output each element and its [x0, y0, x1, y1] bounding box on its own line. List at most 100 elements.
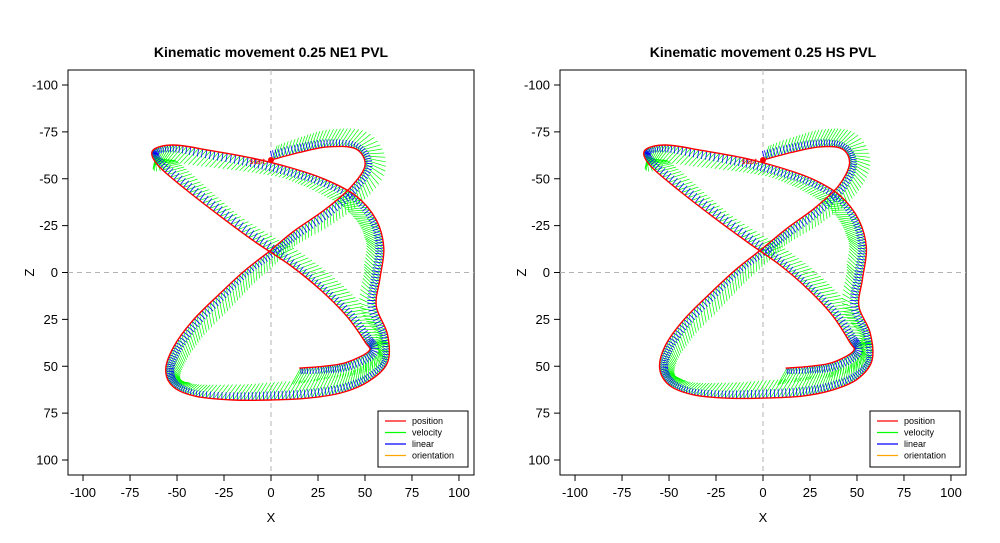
linear-vector	[752, 255, 758, 262]
velocity-vector	[297, 379, 309, 400]
linear-vector	[152, 154, 160, 159]
linear-vector	[196, 148, 200, 157]
velocity-vector	[361, 285, 377, 299]
velocity-vector	[666, 343, 677, 363]
velocity-vector	[712, 290, 718, 312]
linear-vector	[865, 343, 873, 346]
velocity-vector	[195, 384, 208, 397]
velocity-vector	[778, 378, 790, 398]
linear-vector	[779, 259, 785, 266]
linear-vector	[213, 151, 216, 160]
linear-vector	[333, 184, 338, 192]
velocity-vector	[848, 248, 866, 264]
linear-vector	[363, 169, 372, 174]
velocity-vector	[342, 194, 347, 215]
linear-vector	[645, 155, 653, 161]
linear-vector	[357, 144, 362, 151]
velocity-vector	[833, 369, 840, 390]
velocity-vector	[350, 318, 373, 322]
velocity-vector	[350, 369, 357, 390]
velocity-vector	[770, 379, 783, 399]
velocity-vector	[744, 262, 747, 282]
velocity-vector	[781, 138, 788, 155]
velocity-vector	[209, 152, 224, 168]
linear-vector	[166, 361, 176, 365]
velocity-vector	[824, 199, 828, 220]
linear-vector	[313, 279, 319, 285]
y-tick-label: 0	[51, 265, 58, 280]
velocity-vector	[668, 176, 687, 183]
velocity-vector	[788, 265, 809, 273]
velocity-vector	[842, 307, 861, 312]
velocity-vector	[303, 367, 314, 383]
linear-vector	[722, 216, 729, 225]
linear-vector	[298, 227, 305, 235]
velocity-vector	[688, 382, 701, 394]
linear-vector	[685, 386, 689, 394]
velocity-vector	[329, 189, 348, 199]
velocity-vector	[251, 382, 264, 401]
linear-vector	[851, 352, 859, 360]
linear-vector	[194, 318, 201, 325]
velocity-vector	[295, 367, 306, 385]
linear-vector	[220, 292, 227, 299]
velocity-vector	[710, 293, 715, 315]
velocity-vector	[741, 264, 745, 284]
linear-vector	[205, 198, 213, 206]
linear-vector	[336, 384, 340, 394]
velocity-vector	[802, 181, 819, 192]
velocity-vector	[793, 134, 801, 152]
velocity-vector	[360, 307, 378, 313]
velocity-vector	[846, 172, 860, 191]
linear-vector	[370, 370, 376, 377]
linear-vector	[848, 211, 855, 217]
legend-label-position: position	[904, 416, 935, 426]
linear-vector	[844, 145, 850, 152]
linear-vector	[853, 313, 862, 319]
linear-vector	[189, 388, 193, 396]
velocity-vector	[326, 187, 344, 198]
linear-vector	[244, 270, 249, 276]
linear-vector	[276, 249, 282, 257]
velocity-vector	[233, 384, 245, 401]
velocity-vector	[768, 167, 781, 178]
linear-vector	[647, 147, 652, 154]
velocity-vector	[700, 382, 713, 397]
linear-vector	[371, 273, 381, 276]
velocity-vector	[265, 253, 268, 272]
linear-vector	[747, 259, 752, 266]
linear-vector	[293, 231, 300, 239]
linear-vector	[166, 363, 176, 367]
linear-vector	[744, 261, 749, 268]
velocity-vector	[192, 384, 205, 396]
linear-vector	[174, 382, 180, 389]
linear-vector	[688, 313, 696, 321]
velocity-vector	[758, 379, 771, 399]
x-tick-label: -25	[707, 485, 726, 500]
velocity-vector	[791, 175, 807, 186]
linear-vector	[864, 361, 871, 366]
linear-vector	[157, 160, 165, 166]
linear-vector	[749, 257, 755, 264]
linear-vector	[862, 332, 871, 335]
velocity-vector	[273, 245, 291, 255]
linear-vector	[807, 284, 813, 290]
linear-vector	[370, 222, 378, 227]
velocity-vector	[789, 377, 802, 398]
linear-vector	[654, 145, 657, 153]
velocity-vector	[363, 263, 381, 279]
linear-vector	[382, 358, 389, 361]
velocity-vector	[366, 321, 384, 324]
velocity-vector	[231, 282, 236, 304]
linear-vector	[752, 160, 756, 170]
velocity-vector	[368, 343, 389, 348]
velocity-vector	[187, 384, 200, 395]
linear-vector	[283, 147, 287, 156]
velocity-vector	[678, 184, 696, 191]
linear-vector	[846, 355, 852, 364]
linear-vector	[847, 151, 855, 156]
velocity-vector	[350, 131, 367, 148]
velocity-vector	[834, 213, 857, 216]
linear-vector	[815, 292, 822, 298]
x-tick-label: 100	[448, 485, 470, 500]
